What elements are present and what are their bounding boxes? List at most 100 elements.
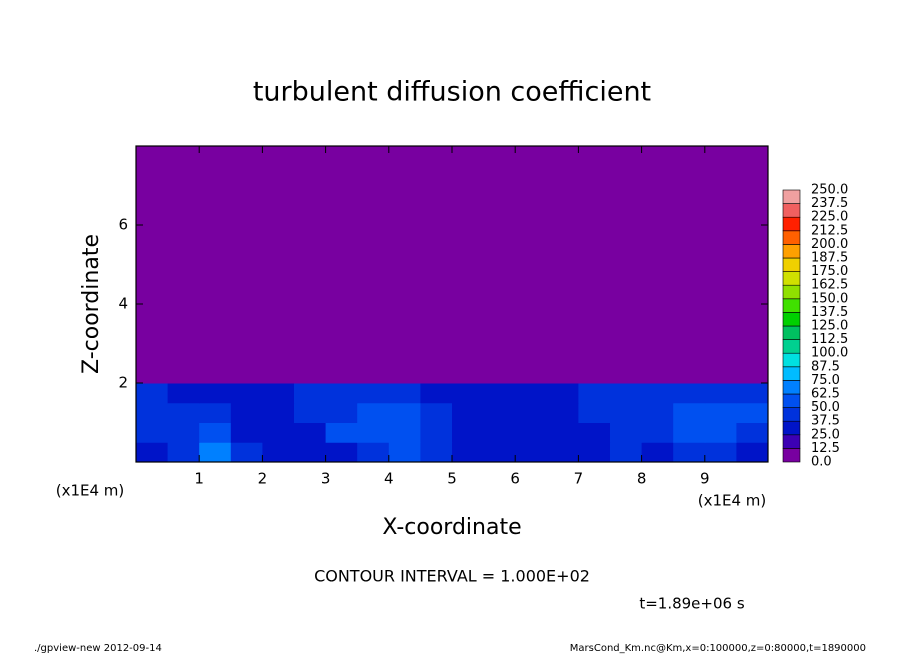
x-tick-label: 7 [574, 470, 584, 488]
cell [294, 146, 327, 384]
cell [736, 422, 769, 443]
cell [199, 402, 232, 423]
cell [199, 422, 232, 443]
colorbar-band [782, 284, 801, 300]
cell [325, 383, 358, 404]
cell [167, 422, 200, 443]
footer-right: MarsCond_Km.nc@Km,x=0:100000,z=0:80000,t… [570, 643, 866, 654]
cell [736, 383, 769, 404]
cell [546, 422, 579, 443]
cell [420, 402, 453, 423]
x-tick-label: 9 [700, 470, 710, 488]
cell [230, 442, 263, 463]
colorbar-label: 125.0 [811, 319, 848, 334]
colorbar-band [782, 448, 801, 463]
cell [230, 146, 263, 384]
colorbar-band [782, 352, 801, 368]
cell [388, 442, 421, 463]
cell [136, 146, 169, 384]
cell [420, 383, 453, 404]
cell [515, 402, 548, 423]
x-tick-label: 6 [510, 470, 520, 488]
cell [515, 146, 548, 384]
cell [452, 422, 485, 443]
colorbar-label: 200.0 [811, 237, 848, 252]
cell [357, 402, 390, 423]
colorbar-label: 75.0 [811, 373, 840, 388]
colorbar-label: 137.5 [811, 305, 848, 320]
time-label: t=1.89e+06 s [639, 595, 745, 613]
cell [610, 146, 643, 384]
colorbar-band [782, 216, 801, 232]
cell [641, 383, 674, 404]
cell [610, 422, 643, 443]
y-tick-label: 4 [118, 295, 128, 313]
cell [262, 146, 295, 384]
colorbar-band [782, 230, 801, 245]
cell [704, 383, 737, 404]
cell [325, 422, 358, 443]
cell [704, 146, 737, 384]
cell [230, 402, 263, 423]
cell [546, 442, 579, 463]
cell [420, 422, 453, 443]
cell [262, 422, 295, 443]
cell [294, 442, 327, 463]
cell [452, 442, 485, 463]
cell [736, 442, 769, 463]
cell [230, 422, 263, 443]
colorbar-label: 50.0 [811, 400, 840, 415]
colorbar-band [782, 420, 801, 436]
cell [673, 383, 706, 404]
cell [325, 442, 358, 463]
cell [673, 442, 706, 463]
colorbar-label: 12.5 [811, 441, 840, 456]
cell [704, 442, 737, 463]
field [136, 146, 769, 463]
colorbar-band [782, 380, 801, 395]
colorbar-band [782, 434, 801, 449]
colorbar-label: 237.5 [811, 196, 848, 211]
cell [199, 383, 232, 404]
x-tick-label: 4 [384, 470, 394, 488]
cell [357, 146, 390, 384]
cell [357, 442, 390, 463]
colorbar-label: 162.5 [811, 278, 848, 293]
cell [262, 383, 295, 404]
colorbar-label: 100.0 [811, 346, 848, 361]
colorbar-band [782, 407, 801, 422]
colorbar-label: 0.0 [811, 455, 832, 470]
annotation: CONTOUR INTERVAL = 1.000E+02 [314, 567, 590, 586]
cell [452, 383, 485, 404]
cell [736, 402, 769, 423]
cell [136, 402, 169, 423]
cell [136, 383, 169, 404]
cell [673, 402, 706, 423]
colorbar-band [782, 244, 801, 259]
x-axis-label: X-coordinate [382, 515, 521, 540]
colorbar-label: 25.0 [811, 427, 840, 442]
cell [230, 383, 263, 404]
cell [546, 146, 579, 384]
cell [388, 146, 421, 384]
cell [641, 442, 674, 463]
colorbar-band [782, 203, 801, 218]
colorbar-label: 187.5 [811, 251, 848, 266]
cell [641, 402, 674, 423]
cell [483, 146, 516, 384]
colorbar-label: 225.0 [811, 210, 848, 225]
footer-left: ./gpview-new 2012-09-14 [34, 643, 162, 654]
cell [736, 146, 769, 384]
cell [641, 422, 674, 443]
x-tick-label: 3 [321, 470, 331, 488]
colorbar-band [782, 271, 801, 286]
cell [546, 383, 579, 404]
colorbar-band [782, 366, 801, 381]
x-unit-label: (x1E4 m) [698, 492, 767, 510]
cell [420, 146, 453, 384]
cell [136, 422, 169, 443]
cell [578, 442, 611, 463]
cell [357, 383, 390, 404]
cell [515, 383, 548, 404]
